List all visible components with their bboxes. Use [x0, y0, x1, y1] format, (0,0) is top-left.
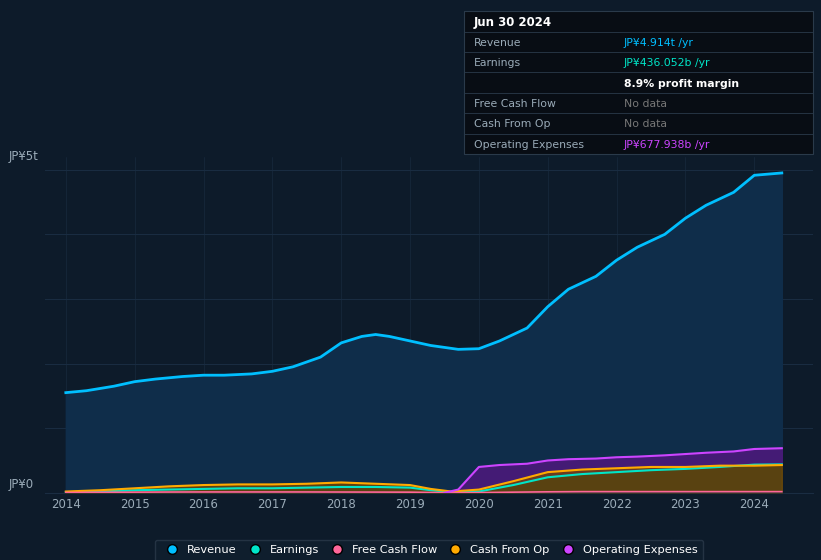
- Text: Free Cash Flow: Free Cash Flow: [474, 99, 556, 109]
- Text: Jun 30 2024: Jun 30 2024: [474, 16, 552, 29]
- Text: Operating Expenses: Operating Expenses: [474, 140, 584, 150]
- Text: JP¥4.914t /yr: JP¥4.914t /yr: [624, 38, 694, 48]
- Text: JP¥677.938b /yr: JP¥677.938b /yr: [624, 140, 710, 150]
- Text: No data: No data: [624, 99, 667, 109]
- Text: Revenue: Revenue: [474, 38, 521, 48]
- Legend: Revenue, Earnings, Free Cash Flow, Cash From Op, Operating Expenses: Revenue, Earnings, Free Cash Flow, Cash …: [155, 540, 703, 560]
- Text: Earnings: Earnings: [474, 58, 521, 68]
- Text: Cash From Op: Cash From Op: [474, 119, 550, 129]
- Text: JP¥5t: JP¥5t: [8, 150, 38, 164]
- Text: JP¥0: JP¥0: [8, 478, 34, 491]
- Text: No data: No data: [624, 119, 667, 129]
- Text: JP¥436.052b /yr: JP¥436.052b /yr: [624, 58, 710, 68]
- Text: 8.9% profit margin: 8.9% profit margin: [624, 78, 739, 88]
